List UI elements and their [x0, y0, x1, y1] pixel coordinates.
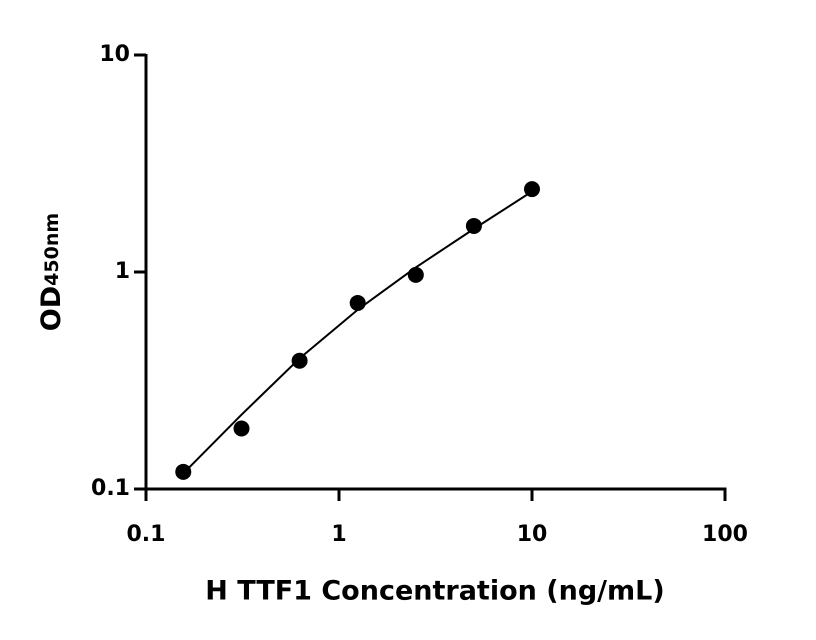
data-point [465, 217, 482, 234]
y-axis-title-sub: 450nm [41, 213, 63, 286]
x-tick-label: 10 [517, 522, 548, 547]
x-tick-label: 0.1 [127, 522, 166, 547]
y-tick-label: 10 [99, 42, 130, 67]
y-axis-title: OD450nm [36, 213, 67, 331]
x-tick-label: 1 [331, 522, 346, 547]
data-point [291, 352, 308, 369]
y-tick-label: 0.1 [91, 476, 130, 501]
data-point [175, 463, 192, 480]
data-point [524, 181, 540, 198]
data-point [233, 420, 250, 437]
x-axis-title: H TTF1 Concentration (ng/mL) [205, 576, 664, 607]
data-point [407, 266, 424, 283]
y-tick-label: 1 [115, 259, 130, 284]
y-axis-title-main: OD [36, 286, 67, 331]
data-point [349, 294, 366, 311]
x-tick-label: 100 [702, 522, 748, 547]
